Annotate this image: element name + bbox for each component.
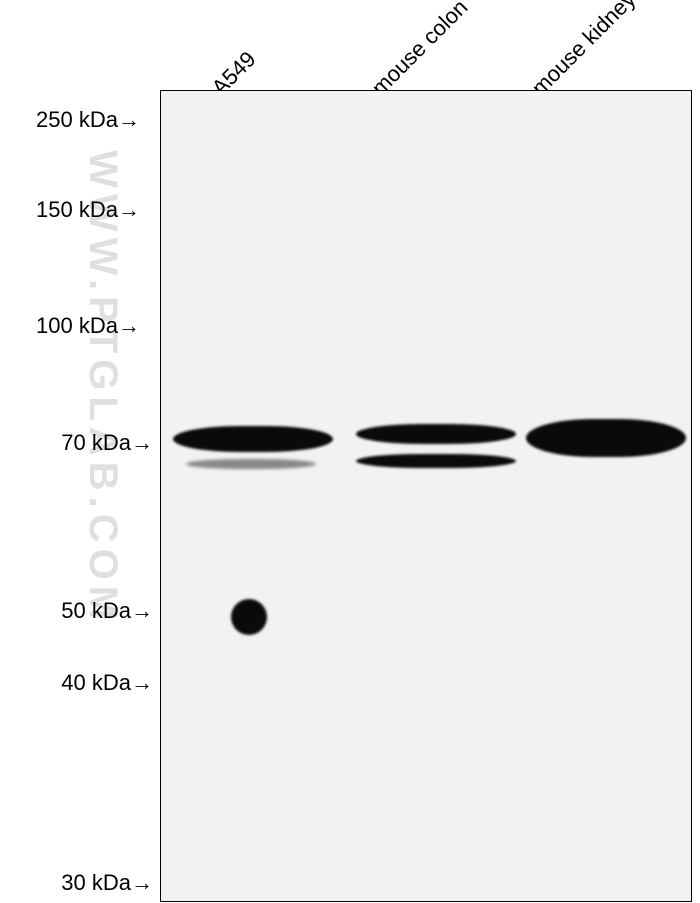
band-a549-70kda	[173, 426, 333, 452]
mw-label-250: 250 kDa→	[25, 107, 140, 133]
artifact-spot-a549	[231, 599, 267, 635]
blot-frame	[160, 90, 692, 902]
band-mouse-kidney-70kda	[526, 419, 686, 457]
figure-page: A549 mouse colon mouse kidney 250 kDa→ 1…	[0, 0, 700, 903]
lane-label-mouse-colon: mouse colon	[367, 0, 474, 101]
mw-label-30: 30 kDa→	[38, 870, 153, 896]
mw-label-50: 50 kDa→	[38, 598, 153, 624]
mw-label-150: 150 kDa→	[25, 197, 140, 223]
mw-label-70: 70 kDa→	[38, 430, 153, 456]
band-a549-sub70	[186, 459, 316, 469]
mw-label-40: 40 kDa→	[38, 670, 153, 696]
band-mouse-colon-sub70	[356, 454, 516, 468]
band-mouse-colon-70kda	[356, 424, 516, 444]
mw-label-100: 100 kDa→	[25, 313, 140, 339]
lane-label-mouse-kidney: mouse kidney	[527, 0, 641, 101]
